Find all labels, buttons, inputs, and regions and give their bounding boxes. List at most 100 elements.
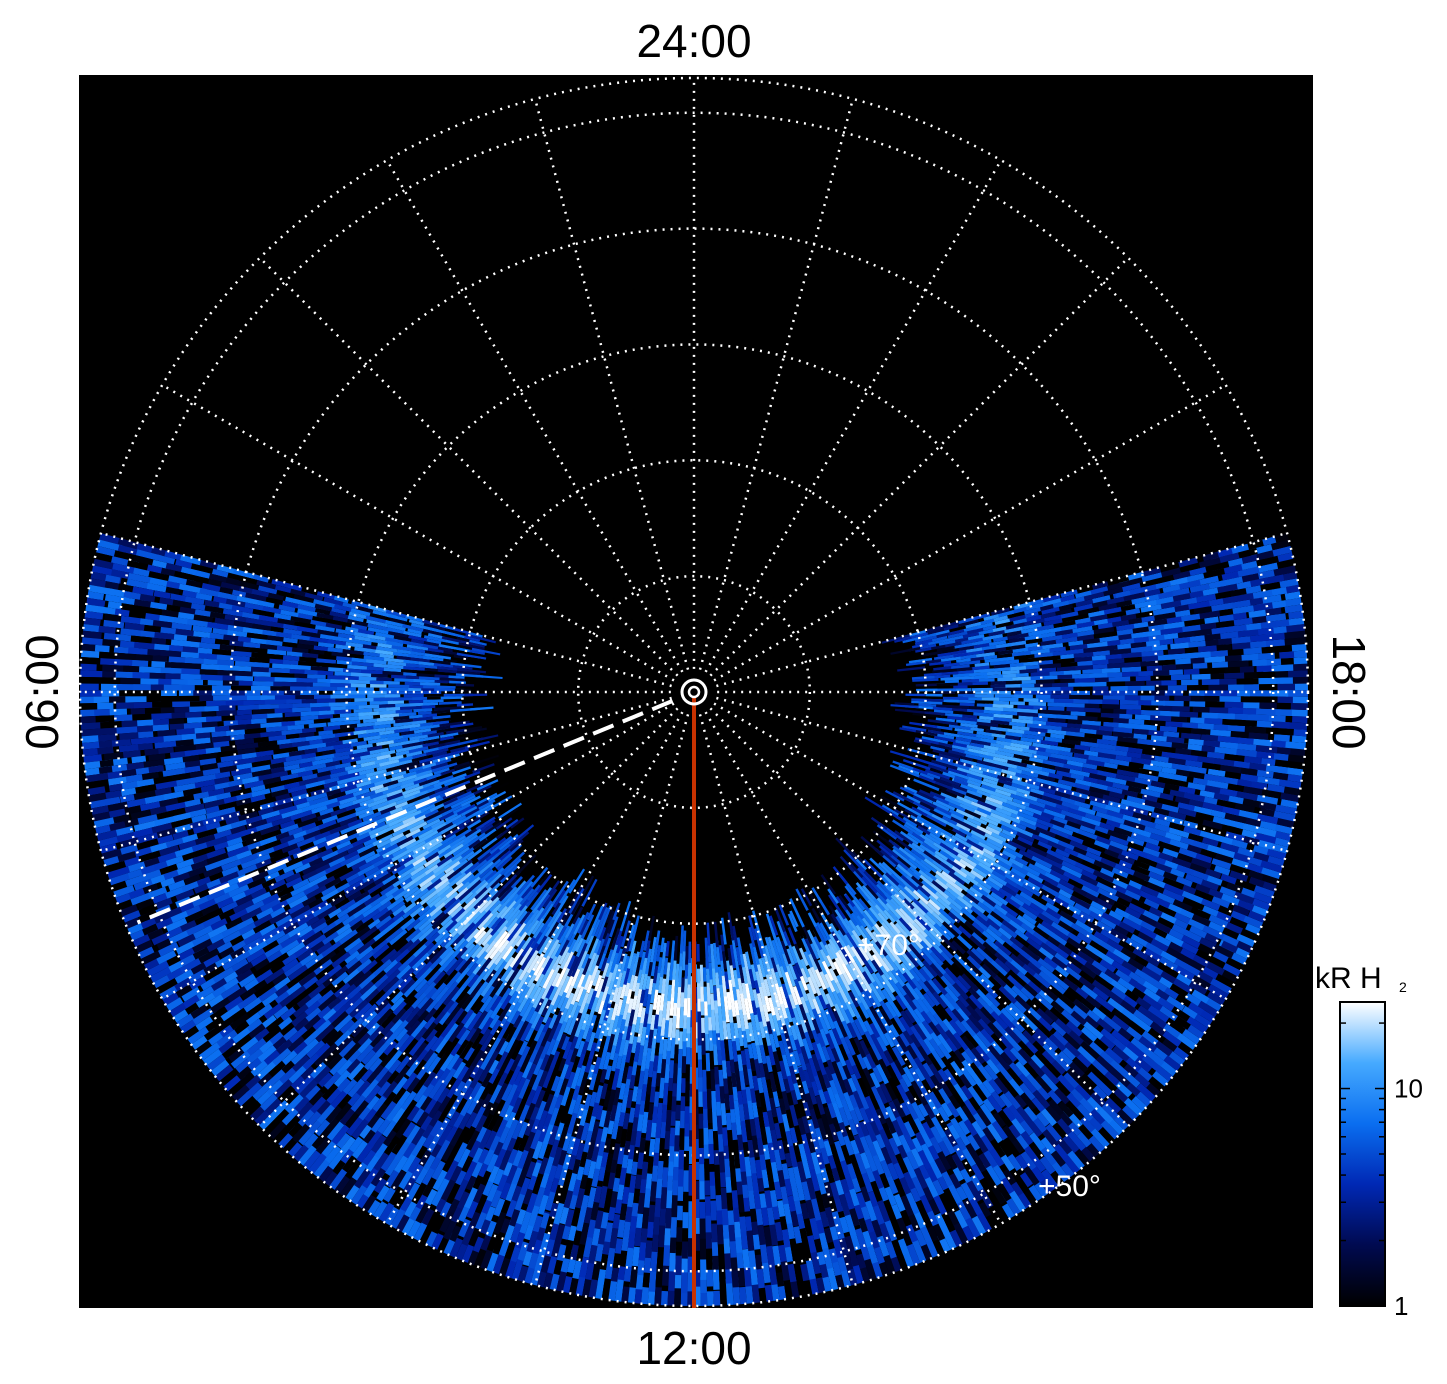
emission-cell [347,1078,365,1098]
emission-cell [759,1123,768,1146]
emission-cell [217,659,235,666]
emission-cell [297,604,321,613]
emission-cell [386,1098,405,1122]
emission-cell [435,758,452,766]
emission-cell [558,975,571,997]
emission-cell [114,608,130,617]
emission-cell [218,1036,239,1054]
emission-cell [442,985,461,1006]
emission-cell [232,568,257,580]
emission-cell [777,1071,786,1092]
emission-cell [495,828,510,840]
emission-cell [231,958,249,972]
emission-cell [346,694,366,699]
emission-cell [429,944,449,964]
emission-cell [580,914,595,940]
emission-cell [399,1005,416,1023]
emission-cell [249,647,267,654]
emission-cell [133,641,160,650]
emission-cell [473,1000,485,1015]
emission-cell [282,623,301,631]
emission-cell [426,773,441,781]
emission-cell [464,740,490,750]
emission-cell [265,725,290,733]
emission-cell [610,1191,618,1208]
emission-cell [100,720,126,729]
emission-cell [792,985,803,1006]
emission-cell [369,1033,384,1048]
emission-cell [619,900,632,932]
emission-cell [777,1200,786,1217]
emission-cell [782,1200,793,1225]
emission-cell [510,1219,523,1243]
emission-cell [344,937,363,953]
emission-cell [712,1128,719,1150]
emission-cell [283,781,302,790]
emission-cell [411,648,427,654]
emission-cell [831,1101,844,1124]
emission-cell [245,898,268,914]
emission-cell [660,937,665,953]
emission-cell [84,610,104,620]
emission-cell [208,993,225,1008]
emission-cell [489,835,513,855]
emission-cell [356,958,372,973]
emission-cell [519,888,535,906]
emission-cell [547,1060,561,1087]
emission-cell [423,685,439,689]
emission-cell [334,1173,352,1194]
emission-cell [293,1142,311,1162]
emission-cell [699,1158,705,1182]
emission-cell [611,1052,619,1072]
emission-cell [438,1011,452,1026]
emission-cell [576,1103,585,1119]
emission-cell [133,684,155,691]
emission-cell [263,1001,286,1020]
emission-cell [753,928,765,958]
emission-cell [184,596,205,606]
emission-cell [670,940,676,963]
emission-cell [644,940,651,959]
emission-cell [558,895,569,910]
emission-cell [273,797,293,807]
emission-cell [468,871,482,884]
emission-cell [872,1204,885,1225]
emission-cell [422,1121,436,1139]
emission-cell [719,1080,726,1104]
emission-cell [719,1278,728,1306]
emission-cell [218,602,237,611]
emission-cell [396,834,417,847]
emission-cell [848,1187,860,1207]
emission-cell [543,936,558,959]
emission-cell [363,655,391,662]
emission-cell [439,735,458,742]
emission-cell [747,965,756,989]
emission-cell [358,687,374,692]
emission-cell [683,1166,689,1192]
emission-cell [456,670,481,676]
emission-cell [549,964,561,982]
emission-cell [214,617,238,627]
emission-cell [731,1190,739,1208]
emission-cell [751,1042,758,1060]
emission-cell [862,1253,877,1281]
emission-cell [466,725,483,731]
emission-cell [534,1089,546,1109]
emission-cell [217,591,239,601]
emission-cell [111,738,132,747]
emission-cell [470,754,500,766]
emission-cell [595,942,607,967]
emission-cell [550,943,561,960]
emission-cell [477,734,499,742]
emission-cell [402,732,426,739]
emission-cell [353,968,375,988]
emission-cell [250,784,266,793]
emission-cell [376,754,391,761]
emission-cell [358,893,374,905]
emission-cell [669,957,674,981]
emission-cell [527,948,540,967]
emission-cell [628,1006,636,1027]
emission-cell [495,817,513,830]
emission-cell [405,926,423,943]
